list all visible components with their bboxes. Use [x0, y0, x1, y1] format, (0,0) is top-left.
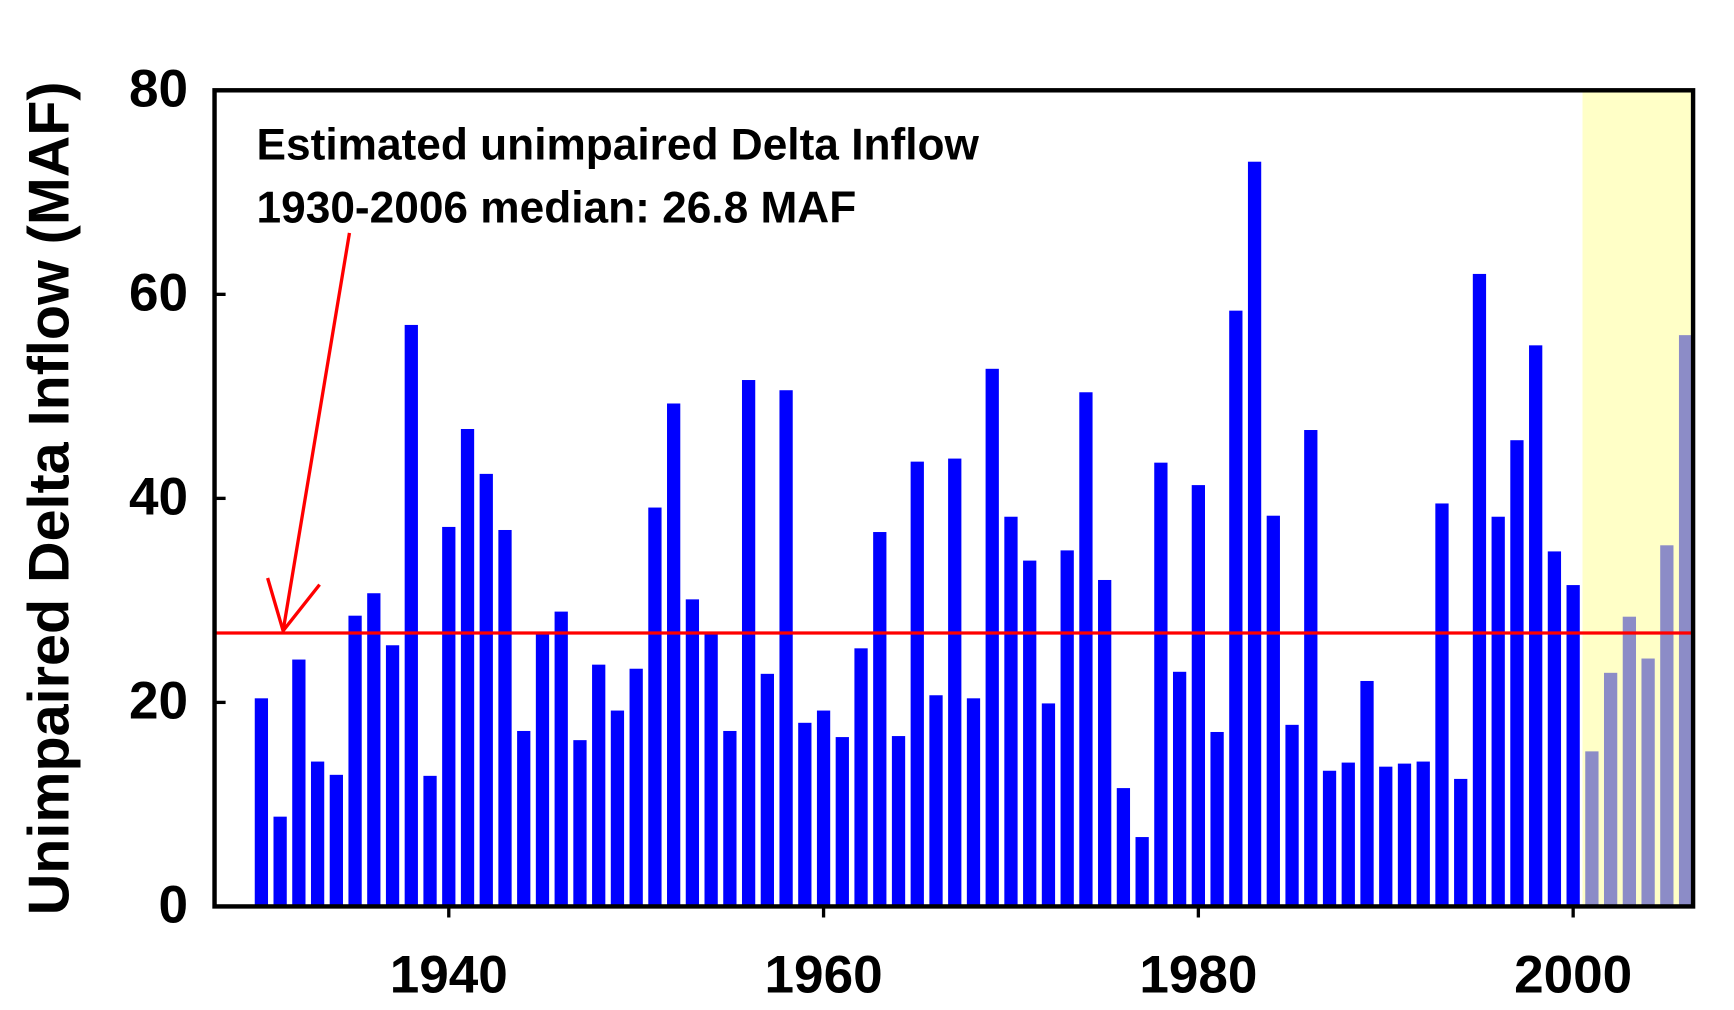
bar	[854, 648, 868, 907]
bar	[948, 458, 962, 907]
annotation: Estimated unimpaired Delta Inflow	[257, 120, 980, 169]
bar	[1004, 516, 1018, 907]
bar	[648, 507, 662, 907]
bar	[310, 761, 325, 907]
bar	[1266, 515, 1280, 907]
bar	[835, 737, 849, 907]
bar	[1510, 440, 1524, 907]
bar	[404, 324, 418, 907]
bar	[273, 816, 287, 907]
bar	[1041, 703, 1056, 907]
bar	[1397, 763, 1412, 907]
bar	[254, 698, 269, 907]
y-axis-label: Unimpaired Delta Inflow (MAF)	[17, 81, 81, 915]
highlight-band	[1582, 90, 1694, 907]
bar	[1379, 766, 1393, 907]
bar	[966, 698, 981, 907]
bar	[592, 664, 606, 907]
bar	[1154, 462, 1168, 907]
bar	[1060, 550, 1074, 907]
bar	[1023, 560, 1037, 907]
bar	[1135, 837, 1149, 907]
bar	[1247, 161, 1262, 907]
bar	[685, 599, 700, 907]
bar	[629, 668, 643, 907]
bar	[1454, 778, 1468, 907]
bar	[741, 380, 756, 907]
y-tick-label: 80	[129, 60, 188, 119]
bar	[1172, 671, 1187, 907]
y-tick-label: 0	[158, 876, 188, 935]
bar	[1416, 761, 1430, 907]
bar	[1304, 430, 1318, 907]
bar	[1472, 273, 1487, 907]
bar	[479, 473, 493, 907]
bar	[704, 634, 718, 907]
bar	[985, 368, 999, 907]
bar	[1360, 680, 1374, 907]
bar	[292, 659, 306, 907]
arrow-head	[266, 577, 321, 635]
bar	[1547, 551, 1562, 907]
y-tick-label: 40	[129, 468, 188, 527]
bar	[460, 428, 475, 907]
bar	[442, 526, 456, 907]
bar	[517, 730, 531, 907]
bar	[367, 593, 381, 907]
bar	[1116, 788, 1131, 907]
y-tick-label: 60	[129, 264, 188, 323]
bar	[1191, 485, 1205, 907]
arrow	[281, 232, 352, 632]
bar	[723, 730, 737, 907]
bar	[667, 403, 681, 907]
bar	[816, 710, 831, 907]
bar	[554, 611, 568, 907]
bar	[1341, 762, 1355, 907]
bar	[535, 634, 550, 907]
bar	[1491, 516, 1505, 907]
bar	[329, 774, 343, 907]
bar	[798, 722, 812, 907]
annotation: 1930-2006 median: 26.8 MAF	[257, 184, 857, 233]
bar	[498, 529, 512, 907]
bar	[573, 740, 587, 907]
bar	[423, 775, 437, 907]
x-tick-label: 1960	[765, 945, 883, 1004]
bar	[1435, 503, 1449, 907]
bar	[1322, 770, 1337, 907]
bar	[760, 673, 774, 907]
plot	[212, 88, 1696, 918]
bar	[348, 615, 362, 907]
bar	[873, 532, 887, 907]
bar	[1566, 585, 1580, 907]
bar	[891, 736, 906, 907]
bar	[1229, 310, 1243, 907]
bar	[1285, 724, 1299, 907]
bar	[929, 695, 943, 907]
y-tick-label: 20	[129, 672, 188, 731]
bar	[1098, 579, 1112, 907]
x-tick-label: 2000	[1514, 945, 1632, 1004]
x-tick-label: 1980	[1139, 945, 1257, 1004]
bar	[1210, 731, 1224, 907]
bar	[610, 710, 625, 907]
bar	[385, 645, 400, 907]
x-tick-label: 1940	[390, 945, 508, 1004]
bar	[910, 461, 924, 907]
bar	[1079, 392, 1093, 907]
bar	[779, 390, 793, 907]
bar	[1529, 345, 1543, 907]
